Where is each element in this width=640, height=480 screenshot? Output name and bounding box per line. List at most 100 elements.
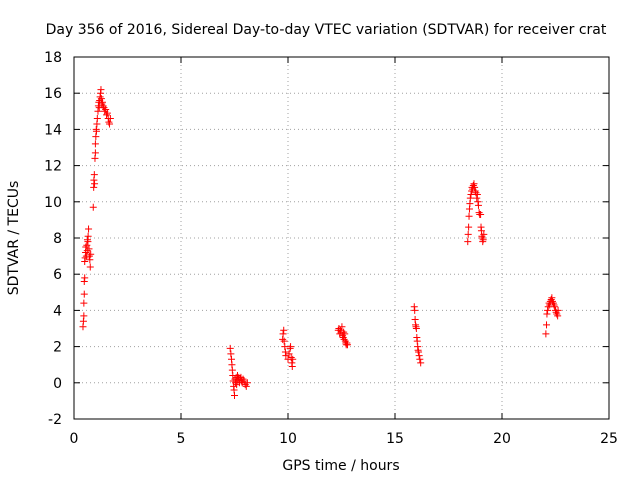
- y-tick-label: 16: [44, 86, 62, 102]
- data-point: [85, 225, 93, 233]
- y-tick-label: 2: [53, 340, 62, 356]
- data-point: [280, 326, 288, 334]
- data-point: [86, 263, 94, 271]
- data-point: [469, 182, 477, 190]
- data-point: [90, 171, 98, 179]
- data-point: [90, 183, 98, 191]
- data-point: [86, 256, 94, 264]
- data-point: [554, 306, 562, 314]
- data-point: [85, 245, 93, 253]
- grid: [74, 57, 609, 419]
- data-point: [473, 191, 481, 199]
- data-point: [467, 191, 475, 199]
- data-point: [106, 115, 114, 123]
- data-point: [92, 127, 100, 135]
- data-point: [473, 194, 481, 202]
- data-point: [289, 355, 297, 363]
- data-point: [81, 274, 89, 282]
- x-tick-label: 15: [386, 431, 404, 447]
- y-tick-label: 6: [53, 267, 62, 283]
- data-point: [84, 232, 92, 240]
- data-point: [415, 348, 423, 356]
- data-point: [227, 350, 235, 358]
- data-point: [544, 306, 552, 314]
- data-point: [80, 290, 88, 298]
- data-point: [287, 343, 295, 351]
- data-point: [242, 382, 250, 390]
- data-point: [231, 391, 238, 399]
- data-point: [98, 98, 106, 106]
- data-point: [106, 120, 114, 128]
- data-point: [338, 323, 346, 331]
- data-point: [471, 187, 479, 195]
- data-point: [105, 118, 113, 126]
- data-point: [80, 312, 88, 320]
- y-tick-label: 8: [53, 231, 62, 247]
- data-point: [91, 180, 99, 188]
- x-tick-label: 20: [493, 431, 511, 447]
- data-point: [99, 102, 107, 110]
- data-point: [103, 109, 111, 117]
- data-point: [466, 194, 474, 202]
- data-point: [240, 377, 248, 385]
- data-point: [480, 230, 488, 238]
- data-point: [336, 326, 344, 334]
- data-point: [92, 133, 100, 141]
- x-tick-label: 10: [279, 431, 297, 447]
- data-point: [239, 375, 247, 383]
- data-point: [551, 303, 559, 311]
- data-point: [341, 330, 349, 338]
- data-point: [340, 328, 348, 336]
- data-point: [243, 379, 251, 387]
- data-point: [475, 209, 483, 217]
- data-point: [477, 210, 485, 218]
- data-point: [543, 321, 551, 329]
- data-point: [465, 223, 473, 231]
- data-point: [233, 372, 241, 380]
- data-point: [83, 247, 91, 255]
- data-point: [100, 104, 108, 112]
- data-point: [98, 100, 106, 108]
- data-point: [340, 335, 348, 343]
- data-point: [91, 140, 99, 148]
- axis-ticks: 0 5 10 15 20 25 -2 0 2 4 6 8 10 12 14 16 18: [44, 50, 618, 447]
- data-point: [416, 355, 424, 363]
- data-point: [550, 301, 558, 309]
- data-point: [472, 189, 480, 197]
- data-point: [542, 330, 550, 338]
- data-point: [97, 86, 105, 94]
- data-point: [87, 250, 95, 258]
- data-point: [464, 230, 472, 238]
- data-point: [343, 341, 351, 349]
- data-point: [474, 201, 482, 209]
- y-tick-label: 0: [53, 376, 62, 392]
- data-point: [280, 337, 288, 345]
- data-points: [79, 86, 562, 399]
- data-point: [80, 299, 88, 307]
- data-point: [553, 310, 561, 318]
- data-point: [285, 350, 293, 358]
- data-point: [89, 203, 97, 211]
- y-tick-label: 14: [44, 122, 62, 138]
- data-point: [279, 330, 287, 338]
- data-point: [226, 344, 234, 352]
- data-point: [479, 236, 487, 244]
- data-point: [552, 308, 560, 316]
- x-axis-title: GPS time / hours: [282, 458, 399, 474]
- y-tick-label: 12: [44, 159, 62, 175]
- data-point: [548, 294, 556, 302]
- data-point: [415, 352, 423, 360]
- y-tick-label: 18: [44, 50, 62, 66]
- data-point: [93, 115, 101, 123]
- x-tick-label: 25: [600, 431, 618, 447]
- data-point: [547, 296, 555, 304]
- data-point: [544, 303, 552, 311]
- data-point: [282, 352, 290, 360]
- data-point: [102, 105, 110, 113]
- data-point: [287, 353, 295, 361]
- y-tick-label: -2: [48, 412, 62, 428]
- y-tick-label: 4: [53, 303, 62, 319]
- data-point: [91, 149, 99, 157]
- x-tick-label: 0: [70, 431, 79, 447]
